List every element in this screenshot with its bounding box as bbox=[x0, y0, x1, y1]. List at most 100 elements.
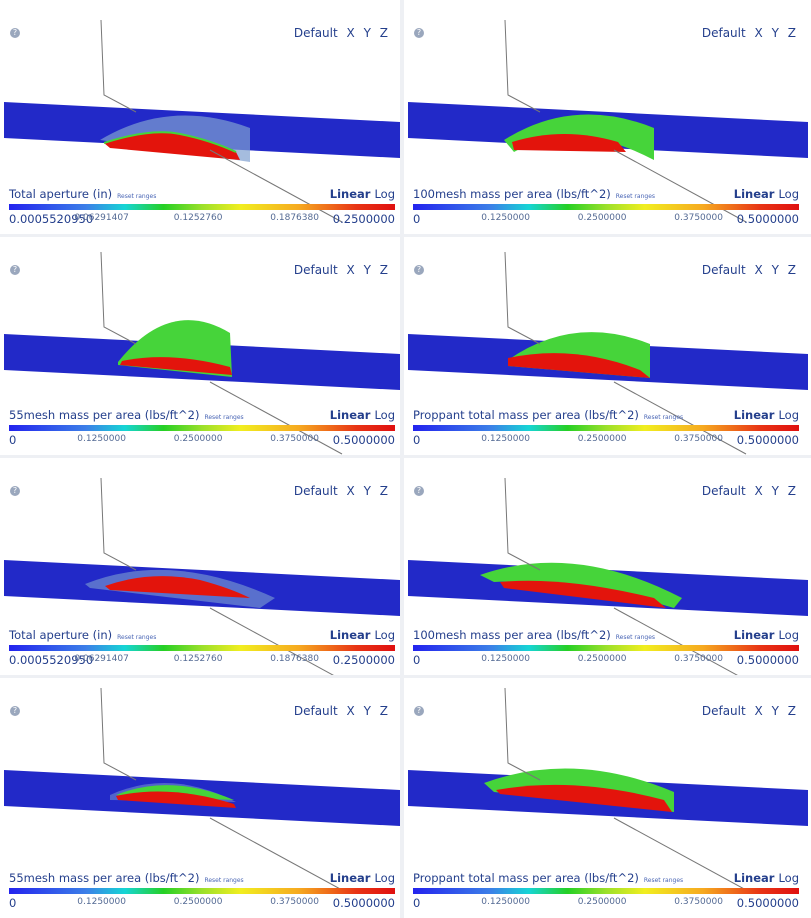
view-default-button[interactable]: Default bbox=[701, 26, 746, 40]
question-icon[interactable]: ? bbox=[414, 265, 424, 275]
viz-panel[interactable]: ? Default X Y Z 55mesh mass per area (lb… bbox=[0, 678, 400, 918]
legend-tick-label: 0.0005520950 bbox=[9, 653, 94, 667]
reset-ranges-link[interactable]: Reset ranges bbox=[204, 877, 244, 884]
reset-ranges-link[interactable]: Reset ranges bbox=[117, 193, 157, 200]
view-x-button[interactable]: X bbox=[346, 704, 355, 718]
linear-button[interactable]: Linear bbox=[329, 871, 371, 885]
question-icon[interactable]: ? bbox=[10, 486, 20, 496]
log-button[interactable]: Log bbox=[374, 187, 395, 201]
view-y-button[interactable]: Y bbox=[771, 484, 779, 498]
view-x-button[interactable]: X bbox=[346, 484, 355, 498]
view-default-button[interactable]: Default bbox=[293, 704, 338, 718]
question-icon[interactable]: ? bbox=[10, 265, 20, 275]
legend-tick-label: 0.5000000 bbox=[736, 896, 799, 910]
color-legend: Proppant total mass per area (lbs/ft^2) R… bbox=[413, 405, 799, 455]
view-x-button[interactable]: X bbox=[754, 704, 763, 718]
view-x-button[interactable]: X bbox=[754, 26, 763, 40]
reset-ranges-link[interactable]: Reset ranges bbox=[615, 634, 656, 641]
linear-button[interactable]: Linear bbox=[329, 187, 371, 201]
wellbore-line bbox=[613, 381, 747, 455]
colormap-bar[interactable] bbox=[413, 204, 799, 210]
view-y-button[interactable]: Y bbox=[363, 263, 371, 277]
view-y-button[interactable]: Y bbox=[771, 263, 779, 277]
proppant-red bbox=[116, 791, 236, 808]
colormap-bar[interactable] bbox=[413, 888, 799, 894]
colormap-bar[interactable] bbox=[413, 645, 799, 651]
viz-panel[interactable]: ? Default X Y Z 55mesh mass per area (lb… bbox=[0, 237, 400, 455]
linear-button[interactable]: Linear bbox=[733, 187, 775, 201]
view-z-button[interactable]: Z bbox=[787, 704, 796, 718]
reset-ranges-link[interactable]: Reset ranges bbox=[615, 193, 656, 200]
colormap-bar[interactable] bbox=[9, 888, 395, 894]
view-y-button[interactable]: Y bbox=[363, 704, 371, 718]
question-icon[interactable]: ? bbox=[414, 28, 424, 38]
legend-tick-label: 0 bbox=[413, 653, 421, 667]
log-button[interactable]: Log bbox=[778, 628, 799, 642]
view-x-button[interactable]: X bbox=[754, 484, 763, 498]
legend-title-text: 55mesh mass per area (lbs/ft^2) bbox=[9, 871, 200, 885]
legend-tick-label: 0.3750000 bbox=[270, 897, 319, 907]
viz-panel[interactable]: ? Default X Y Z 100mesh mass per area (l… bbox=[404, 0, 808, 234]
view-z-button[interactable]: Z bbox=[787, 26, 796, 40]
color-legend: 55mesh mass per area (lbs/ft^2) Reset ran… bbox=[9, 405, 395, 455]
view-z-button[interactable]: Z bbox=[787, 263, 796, 277]
view-default-button[interactable]: Default bbox=[701, 484, 746, 498]
view-y-button[interactable]: Y bbox=[771, 704, 779, 718]
view-z-button[interactable]: Z bbox=[379, 484, 388, 498]
log-button[interactable]: Log bbox=[778, 187, 799, 201]
view-default-button[interactable]: Default bbox=[293, 26, 338, 40]
view-x-button[interactable]: X bbox=[754, 263, 763, 277]
reset-ranges-link[interactable]: Reset ranges bbox=[204, 414, 244, 421]
view-z-button[interactable]: Z bbox=[379, 263, 388, 277]
legend-title-text: Proppant total mass per area (lbs/ft^2) bbox=[413, 871, 639, 885]
linear-button[interactable]: Linear bbox=[733, 871, 775, 885]
legend-tick-label: 0.1250000 bbox=[77, 434, 126, 444]
reset-ranges-link[interactable]: Reset ranges bbox=[117, 634, 157, 641]
scale-toggle: Linear Log bbox=[330, 187, 395, 201]
colormap-bar[interactable] bbox=[9, 204, 395, 210]
legend-tick-label: 0.3750000 bbox=[674, 434, 723, 444]
view-z-button[interactable]: Z bbox=[379, 704, 388, 718]
question-icon[interactable]: ? bbox=[414, 486, 424, 496]
log-button[interactable]: Log bbox=[374, 871, 395, 885]
legend-tick-label: 0.3750000 bbox=[674, 654, 723, 664]
view-buttons: Default X Y Z bbox=[289, 704, 388, 718]
wellbore-line bbox=[504, 251, 541, 345]
log-button[interactable]: Log bbox=[374, 628, 395, 642]
view-default-button[interactable]: Default bbox=[701, 704, 746, 718]
view-x-button[interactable]: X bbox=[346, 263, 355, 277]
view-y-button[interactable]: Y bbox=[771, 26, 779, 40]
viz-panel[interactable]: ? Default X Y Z Proppant total mass per … bbox=[404, 237, 808, 455]
viz-panel[interactable]: ? Default X Y Z Total aperture (in) Reset… bbox=[0, 458, 400, 675]
colormap-bar[interactable] bbox=[413, 425, 799, 431]
view-z-button[interactable]: Z bbox=[379, 26, 388, 40]
question-icon[interactable]: ? bbox=[10, 28, 20, 38]
view-y-button[interactable]: Y bbox=[363, 26, 371, 40]
linear-button[interactable]: Linear bbox=[733, 408, 775, 422]
viz-panel[interactable]: ? Default X Y Z Total aperture (in) Reset… bbox=[0, 0, 400, 234]
question-icon[interactable]: ? bbox=[10, 706, 20, 716]
wellbore-line bbox=[504, 477, 541, 571]
linear-button[interactable]: Linear bbox=[329, 408, 371, 422]
legend-title: 55mesh mass per area (lbs/ft^2) Reset ran… bbox=[9, 871, 244, 885]
linear-button[interactable]: Linear bbox=[329, 628, 371, 642]
reset-ranges-link[interactable]: Reset ranges bbox=[643, 414, 684, 421]
log-button[interactable]: Log bbox=[778, 871, 799, 885]
view-default-button[interactable]: Default bbox=[293, 263, 338, 277]
viz-panel[interactable]: ? Default X Y Z 100mesh mass per area (l… bbox=[404, 458, 808, 675]
wellbore-line bbox=[209, 381, 343, 455]
view-default-button[interactable]: Default bbox=[701, 263, 746, 277]
linear-button[interactable]: Linear bbox=[733, 628, 775, 642]
question-icon[interactable]: ? bbox=[414, 706, 424, 716]
view-y-button[interactable]: Y bbox=[363, 484, 371, 498]
view-z-button[interactable]: Z bbox=[787, 484, 796, 498]
log-button[interactable]: Log bbox=[374, 408, 395, 422]
view-default-button[interactable]: Default bbox=[293, 484, 338, 498]
colormap-bar[interactable] bbox=[9, 425, 395, 431]
reset-ranges-link[interactable]: Reset ranges bbox=[643, 877, 684, 884]
log-button[interactable]: Log bbox=[778, 408, 799, 422]
view-x-button[interactable]: X bbox=[346, 26, 355, 40]
legend-tick-label: 0.3750000 bbox=[674, 897, 723, 907]
viz-panel[interactable]: ? Default X Y Z Proppant total mass per … bbox=[404, 678, 808, 918]
colormap-bar[interactable] bbox=[9, 645, 395, 651]
